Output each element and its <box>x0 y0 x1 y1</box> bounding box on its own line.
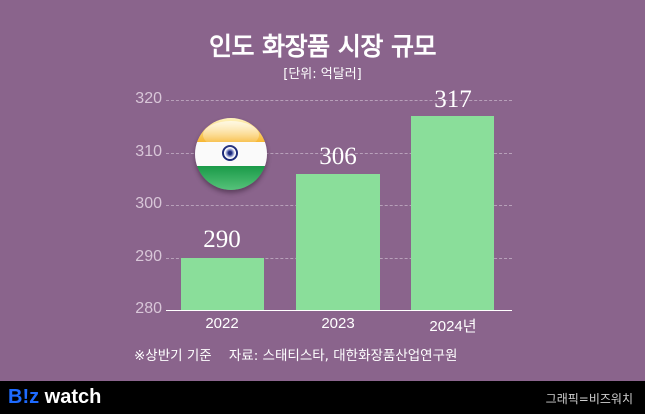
source-note: 자료: 스태티스타, 대한화장품산업연구원 <box>228 348 458 364</box>
y-tick-290: 290 <box>135 248 162 265</box>
basis-note: ※상반기 기준 <box>134 348 212 364</box>
bizwatch-logo: B!z watch <box>8 386 102 408</box>
value-label-2023: 306 <box>319 143 357 170</box>
chart-title: 인도 화장품 시장 규모 <box>208 32 437 61</box>
y-tick-280: 280 <box>135 300 162 317</box>
bar-2023 <box>296 174 380 310</box>
x-label-2024: 2024년 <box>429 318 477 335</box>
y-tick-310: 310 <box>135 143 162 160</box>
bar-2024 <box>411 116 494 310</box>
footer-bar: B!z watch 그래픽=비즈워치 <box>0 381 645 414</box>
x-axis-line <box>166 310 512 311</box>
bar-chart: 320 310 300 290 280 290 306 317 2022 202… <box>135 86 512 335</box>
value-label-2022: 290 <box>203 226 241 253</box>
chart-unit: [단위: 억달러] <box>283 67 362 82</box>
india-flag-icon <box>195 118 267 190</box>
chart-note: ※상반기 기준 자료: 스태티스타, 대한화장품산업연구원 <box>134 344 457 364</box>
x-label-2023: 2023 <box>321 315 355 332</box>
bar-2022 <box>181 258 264 310</box>
value-label-2024: 317 <box>434 86 472 113</box>
y-tick-320: 320 <box>135 90 162 107</box>
gridline-310 <box>166 153 512 154</box>
y-tick-300: 300 <box>135 195 162 212</box>
graphic-credit: 그래픽=비즈워치 <box>545 392 633 406</box>
x-label-2022: 2022 <box>205 315 239 332</box>
gridline-320 <box>166 100 512 101</box>
